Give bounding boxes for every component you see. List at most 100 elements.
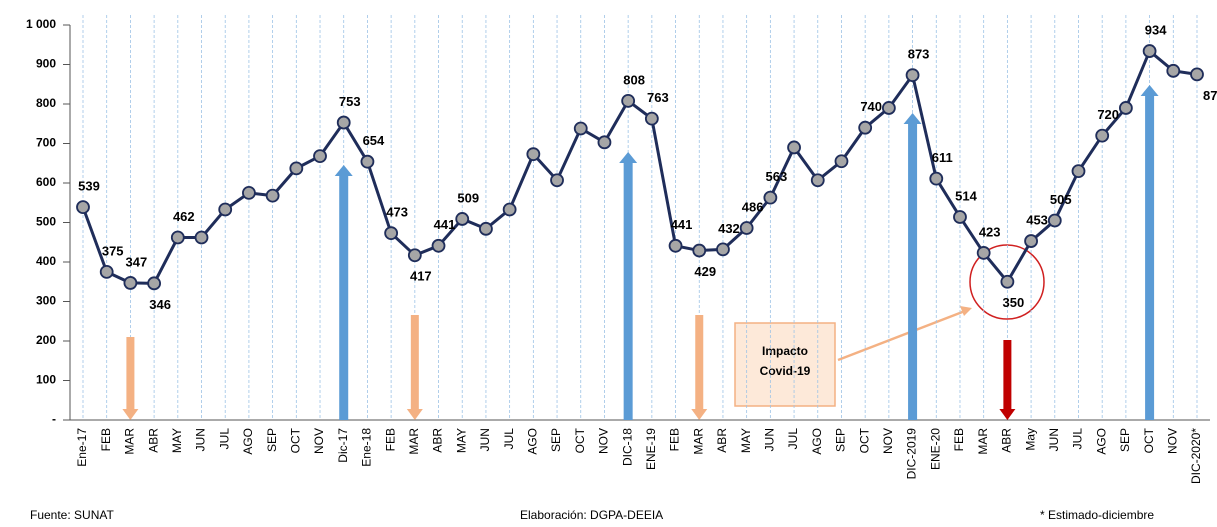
x-tick-label: ENE-20	[928, 428, 942, 470]
data-label: 462	[173, 209, 195, 224]
arrow-head	[999, 409, 1016, 420]
x-tick-label: JUL	[786, 428, 800, 450]
data-point	[384, 226, 399, 241]
x-tick-label: OCT	[857, 427, 871, 453]
data-label: 563	[766, 169, 788, 184]
x-tick-label: FEB	[952, 428, 966, 451]
data-label: 875	[1203, 88, 1217, 103]
data-point	[123, 276, 138, 290]
data-label: 417	[410, 269, 432, 284]
data-point	[1190, 67, 1204, 82]
annotation-arrow	[837, 309, 966, 362]
arrow-head	[1140, 85, 1159, 96]
y-tick-label: 500	[36, 215, 56, 229]
arrow-shaft	[1003, 340, 1012, 410]
data-point	[502, 202, 517, 217]
data-point	[407, 248, 422, 263]
data-point	[881, 101, 896, 115]
data-point	[1071, 164, 1086, 179]
x-tick-label: FEB	[99, 428, 113, 451]
arrow-head	[619, 152, 638, 163]
data-point	[526, 147, 541, 162]
y-tick-label: -	[52, 412, 56, 426]
data-point	[929, 171, 944, 186]
data-point	[668, 238, 683, 253]
data-label: 347	[126, 254, 148, 269]
data-point	[763, 190, 778, 205]
data-point	[170, 230, 185, 245]
data-point	[597, 135, 612, 150]
annotation: Impacto	[762, 344, 808, 358]
data-label: 753	[339, 94, 361, 109]
x-tick-label: MAR	[407, 428, 421, 455]
data-label: 375	[102, 243, 124, 258]
arrow-shaft	[126, 337, 135, 410]
data-point	[313, 149, 327, 164]
data-point	[360, 154, 375, 169]
data-point	[953, 210, 967, 224]
data-point	[1095, 128, 1110, 143]
data-label: 432	[718, 221, 740, 236]
data-label: 441	[671, 217, 693, 232]
arrow-shaft	[339, 175, 349, 420]
arrow-shaft	[908, 123, 918, 420]
x-tick-label: MAY	[170, 428, 184, 453]
data-label: 763	[647, 90, 669, 105]
data-point	[336, 115, 351, 130]
data-point	[644, 111, 659, 126]
data-label: 346	[149, 297, 171, 312]
x-tick-label: JUL	[502, 428, 516, 450]
data-label: 808	[623, 72, 645, 87]
arrow-shaft	[623, 162, 633, 420]
x-tick-label: JUN	[478, 428, 492, 451]
arrow-head	[406, 409, 423, 420]
y-tick-label: 700	[36, 136, 56, 150]
x-tick-label: Dic-17	[336, 428, 350, 463]
data-label: 423	[979, 224, 1001, 239]
data-point	[289, 161, 304, 176]
annotation-box	[734, 322, 836, 407]
arrow-head	[691, 409, 708, 420]
y-tick-label: 1 000	[26, 17, 56, 31]
arrow-shaft	[695, 315, 704, 410]
data-point	[716, 242, 730, 257]
data-point	[550, 173, 564, 188]
data-point	[1142, 44, 1157, 58]
data-point	[573, 121, 588, 136]
data-point	[787, 140, 801, 155]
x-tick-label: JUN	[194, 428, 208, 451]
y-tick-label: 600	[36, 175, 56, 189]
x-tick-label: SEP	[1118, 428, 1132, 452]
annotation-arrowhead	[960, 306, 972, 316]
y-tick-label: 300	[36, 294, 56, 308]
x-tick-label: MAR	[976, 428, 990, 455]
data-point	[1166, 63, 1181, 78]
x-tick-label: OCT	[288, 427, 302, 453]
arrow-head	[334, 165, 353, 176]
x-tick-label: ABR	[146, 428, 160, 453]
x-tick-label: MAY	[454, 428, 468, 453]
data-label: 539	[78, 179, 100, 194]
data-point	[810, 173, 825, 188]
x-tick-label: FEB	[383, 428, 397, 451]
data-point	[976, 246, 991, 260]
x-tick-label: JUN	[763, 428, 777, 451]
x-tick-label: ABR	[1000, 428, 1014, 453]
data-point	[1024, 234, 1038, 248]
data-point	[1118, 101, 1133, 115]
x-tick-label: SEP	[549, 428, 563, 452]
data-label: 350	[1003, 295, 1025, 310]
x-tick-label: OCT	[1142, 427, 1156, 453]
data-point	[858, 120, 873, 135]
data-label: 486	[742, 199, 764, 214]
x-tick-label: ENE-19	[644, 428, 658, 470]
x-tick-label: AGO	[241, 428, 255, 455]
data-label: 740	[860, 99, 882, 114]
x-tick-label: ABR	[715, 428, 729, 453]
x-tick-label: AGO	[526, 428, 540, 455]
data-point	[194, 230, 209, 245]
x-tick-label: FEB	[668, 428, 682, 451]
data-point	[479, 221, 493, 236]
y-tick-label: 400	[36, 254, 56, 268]
